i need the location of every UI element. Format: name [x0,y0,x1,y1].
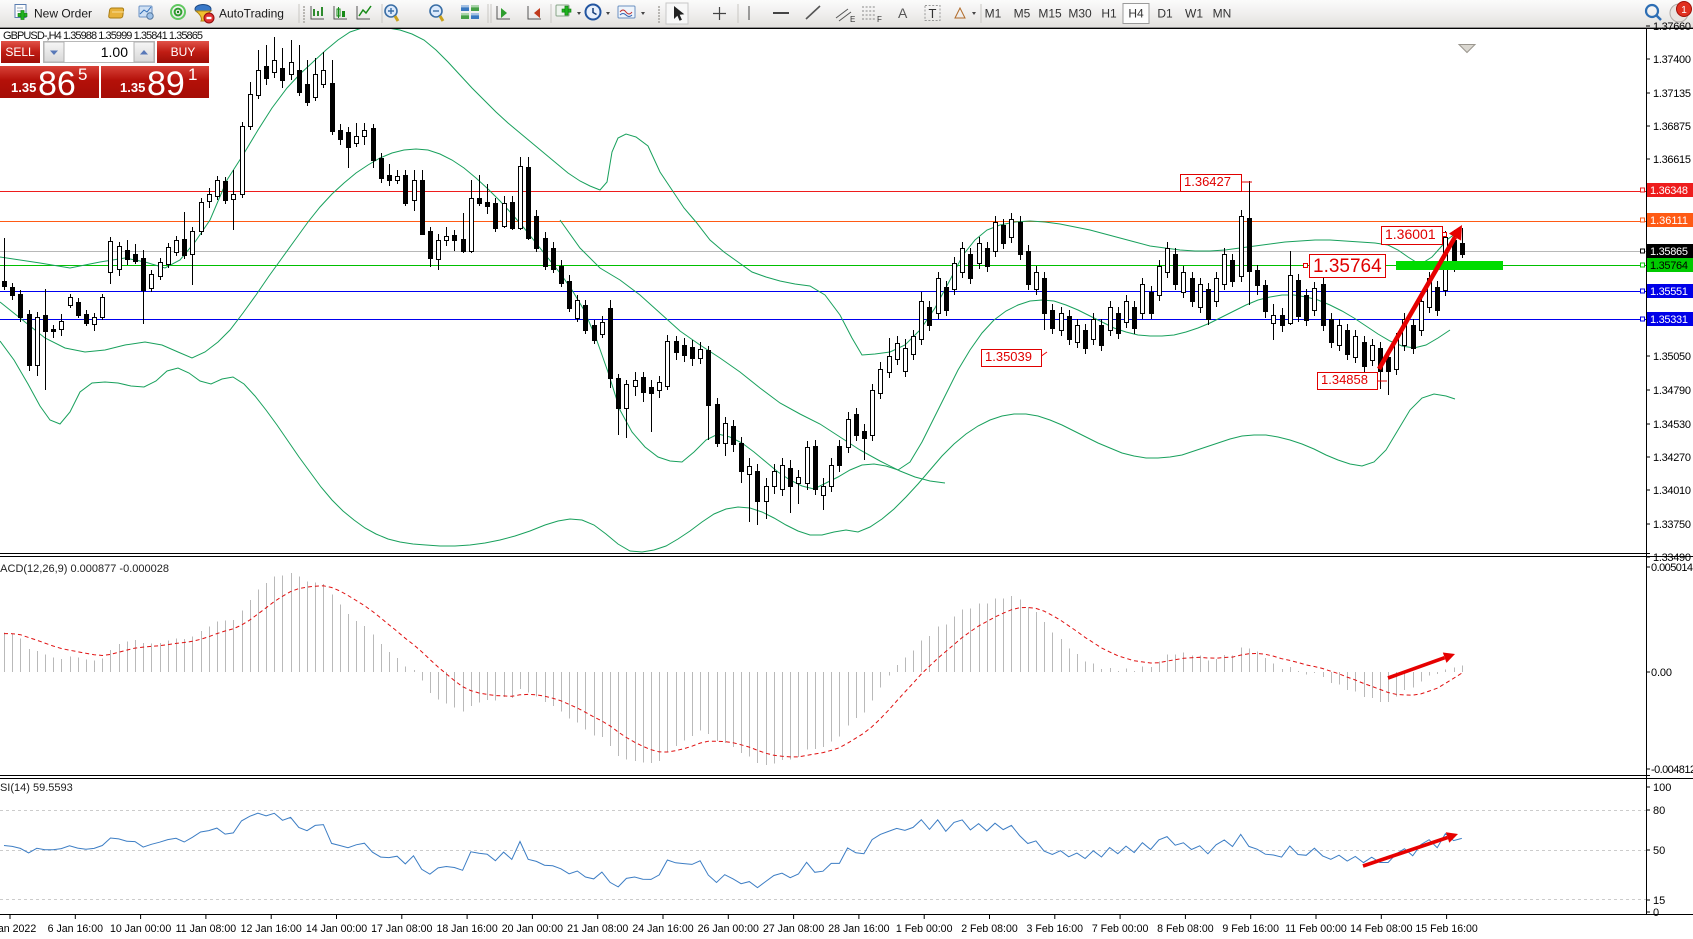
svg-text:New Order: New Order [34,7,92,21]
svg-text:0.00: 0.00 [1651,667,1672,679]
svg-text:0: 0 [1653,907,1659,919]
svg-text:1.35551: 1.35551 [1650,286,1688,298]
svg-text:1.34010: 1.34010 [1653,485,1691,497]
svg-text:M15: M15 [1038,7,1062,21]
svg-text:1.34858: 1.34858 [1321,372,1368,387]
svg-text:MACD(12,26,9) 0.000877 -0.0000: MACD(12,26,9) 0.000877 -0.000028 [0,563,169,575]
svg-text:1.35764: 1.35764 [1650,260,1688,272]
svg-text:86: 86 [38,65,76,103]
svg-text:1.37135: 1.37135 [1653,88,1691,100]
svg-text:1.35: 1.35 [120,80,145,95]
svg-text:1.37400: 1.37400 [1653,54,1691,66]
svg-text:1.36001: 1.36001 [1385,226,1436,242]
svg-text:12 Jan 16:00: 12 Jan 16:00 [241,923,302,935]
svg-text:8 Feb 08:00: 8 Feb 08:00 [1157,923,1214,935]
svg-text:1.35039: 1.35039 [985,349,1032,364]
svg-text:14 Jan 00:00: 14 Jan 00:00 [306,923,367,935]
svg-text:E: E [850,15,855,24]
svg-text:GBPUSD-,H4 1.35988 1.35999 1.: GBPUSD-,H4 1.35988 1.35999 1.35841 1.358… [3,30,203,42]
svg-text:1.35764: 1.35764 [1313,256,1382,277]
svg-text:20 Jan 00:00: 20 Jan 00:00 [502,923,563,935]
svg-text:80: 80 [1653,805,1665,817]
svg-text:15: 15 [1653,895,1665,907]
svg-text:AutoTrading: AutoTrading [219,7,284,21]
svg-text:-0.004812: -0.004812 [1651,764,1693,776]
svg-text:1.35050: 1.35050 [1653,351,1691,363]
svg-text:F: F [877,15,882,24]
svg-text:M1: M1 [985,7,1002,21]
svg-text:1.35865: 1.35865 [1650,246,1688,258]
svg-text:1.36111: 1.36111 [1650,215,1688,227]
svg-text:1.34530: 1.34530 [1653,419,1691,431]
svg-text:1 Feb 00:00: 1 Feb 00:00 [896,923,953,935]
svg-text:T: T [929,6,937,21]
svg-text:0.005014: 0.005014 [1651,562,1693,574]
svg-text:M30: M30 [1068,7,1092,21]
svg-text:28 Jan 16:00: 28 Jan 16:00 [828,923,889,935]
svg-text:50: 50 [1653,845,1665,857]
svg-text:89: 89 [147,65,185,103]
svg-text:6 Jan 16:00: 6 Jan 16:00 [48,923,103,935]
svg-text:10 Jan 00:00: 10 Jan 00:00 [110,923,171,935]
svg-text:24 Jan 16:00: 24 Jan 16:00 [632,923,693,935]
svg-text:1: 1 [188,65,197,84]
svg-text:1.34790: 1.34790 [1653,385,1691,397]
svg-text:1: 1 [1681,5,1687,16]
svg-text:11 Jan 08:00: 11 Jan 08:00 [176,923,237,935]
svg-text:1.36427: 1.36427 [1184,174,1231,189]
svg-text:MN: MN [1213,7,1232,21]
svg-text:1.34270: 1.34270 [1653,452,1691,464]
svg-text:1.36615: 1.36615 [1653,154,1691,166]
svg-text:1.33490: 1.33490 [1653,552,1691,564]
svg-text:H4: H4 [1128,7,1144,21]
svg-text:17 Jan 08:00: 17 Jan 08:00 [371,923,432,935]
svg-text:RSI(14) 59.5593: RSI(14) 59.5593 [0,782,73,794]
svg-text:1.33750: 1.33750 [1653,519,1691,531]
svg-text:1.36875: 1.36875 [1653,121,1691,133]
svg-text:100: 100 [1653,782,1671,794]
svg-text:W1: W1 [1185,7,1203,21]
svg-text:18 Jan 16:00: 18 Jan 16:00 [436,923,497,935]
svg-text:1.37660: 1.37660 [1653,21,1691,33]
svg-text:5: 5 [78,65,87,84]
svg-text:5 Jan 2022: 5 Jan 2022 [0,923,36,935]
svg-text:SELL: SELL [5,45,35,59]
svg-text:27 Jan 08:00: 27 Jan 08:00 [763,923,824,935]
svg-text:1.35: 1.35 [11,80,36,95]
svg-text:H1: H1 [1101,7,1117,21]
svg-text:1.36348: 1.36348 [1650,185,1688,197]
svg-text:1.35331: 1.35331 [1650,314,1688,326]
svg-text:A: A [898,5,908,21]
svg-text:26 Jan 00:00: 26 Jan 00:00 [698,923,759,935]
svg-text:21 Jan 08:00: 21 Jan 08:00 [567,923,628,935]
svg-text:11 Feb 00:00: 11 Feb 00:00 [1285,923,1347,935]
svg-text:7 Feb 00:00: 7 Feb 00:00 [1092,923,1149,935]
svg-text:D1: D1 [1157,7,1173,21]
svg-text:BUY: BUY [171,45,196,59]
svg-text:2 Feb 08:00: 2 Feb 08:00 [961,923,1018,935]
svg-text:1.00: 1.00 [101,44,128,60]
svg-text:14 Feb 08:00: 14 Feb 08:00 [1350,923,1413,935]
svg-text:9 Feb 16:00: 9 Feb 16:00 [1222,923,1279,935]
svg-text:3 Feb 16:00: 3 Feb 16:00 [1027,923,1084,935]
svg-text:15 Feb 16:00: 15 Feb 16:00 [1415,923,1478,935]
svg-text:M5: M5 [1014,7,1031,21]
